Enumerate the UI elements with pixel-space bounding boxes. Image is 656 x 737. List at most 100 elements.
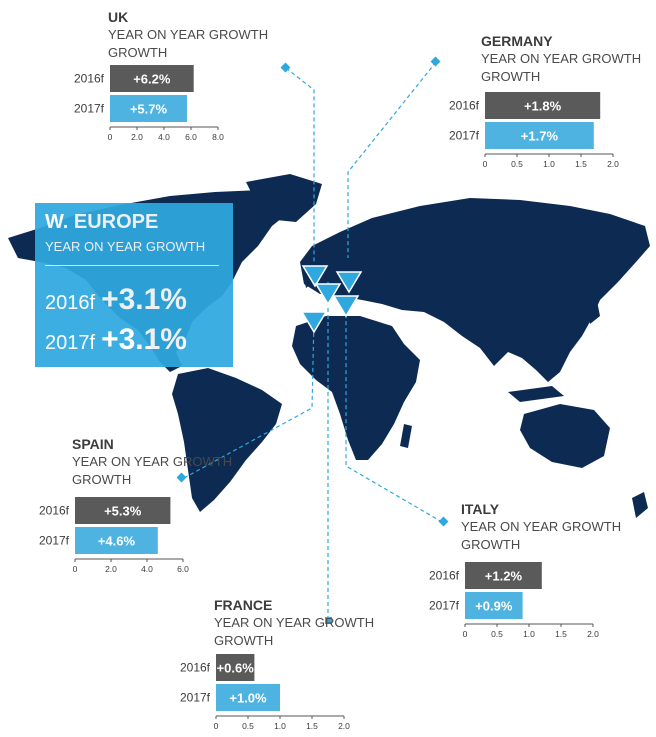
bar xyxy=(75,527,158,554)
chart-title: FRANCE xyxy=(214,597,273,613)
x-tick-label: 1.0 xyxy=(543,159,555,169)
x-tick-label: 0 xyxy=(463,629,468,639)
bar-category-label: 2017f xyxy=(429,599,460,613)
bar xyxy=(216,684,280,711)
dot-germany xyxy=(430,56,441,67)
marker-italy xyxy=(332,295,360,318)
leader-lines xyxy=(183,61,443,620)
marker-spain xyxy=(300,311,328,334)
chart-subtitle-2: GROWTH xyxy=(108,45,168,60)
dot-uk xyxy=(280,62,291,73)
summary-row-2017: 2017f +3.1% xyxy=(45,323,187,357)
x-tick-label: 1.5 xyxy=(555,629,567,639)
x-tick-label: 2.0 xyxy=(338,721,350,731)
chart-subtitle: YEAR ON YEAR GROWTH xyxy=(461,519,622,534)
bar-category-label: 2016f xyxy=(449,99,480,113)
summary-title: W. EUROPE xyxy=(45,211,159,233)
france-title-block: FRANCE YEAR ON YEAR GROWTH GROWTH xyxy=(214,596,374,650)
bar-value-label: +1.8% xyxy=(524,99,562,114)
chart-subtitle: YEAR ON YEAR GROWTH xyxy=(72,454,233,469)
chart-title: SPAIN xyxy=(72,436,114,452)
x-tick-label: 0 xyxy=(73,564,78,574)
bar xyxy=(485,122,594,149)
uk-growth-chart: 2016f +6.2% 2017f +5.7% 0 2.0 4.0 6.0 8.0 xyxy=(74,65,224,142)
chart-subtitle-2: GROWTH xyxy=(461,537,521,552)
island-japan xyxy=(586,296,600,324)
bar xyxy=(485,92,601,119)
spain-title-block: SPAIN YEAR ON YEAR GROWTH GROWTH xyxy=(72,435,232,489)
bar-category-label: 2017f xyxy=(39,534,70,548)
marker-uk xyxy=(301,265,329,288)
summary-value: +3.1% xyxy=(101,323,187,356)
x-tick-label: 2.0 xyxy=(607,159,619,169)
summary-subtitle: YEAR ON YEAR GROWTH xyxy=(45,239,206,254)
bar-category-label: 2017f xyxy=(180,691,211,705)
summary-divider xyxy=(45,265,219,266)
chart-subtitle-2: GROWTH xyxy=(214,633,274,648)
x-tick-label: 1.5 xyxy=(306,721,318,731)
x-tick-label: 2.0 xyxy=(131,132,143,142)
bar xyxy=(75,497,171,524)
spain-growth-chart: 2016f +5.3% 2017f +4.6% 0 2.0 4.0 6.0 xyxy=(39,497,189,574)
x-tick-label: 4.0 xyxy=(158,132,170,142)
bar-value-label: +0.9% xyxy=(475,599,513,614)
chart-title: ITALY xyxy=(461,501,500,517)
summary-value: +3.1% xyxy=(101,283,187,316)
x-tick-label: 6.0 xyxy=(185,132,197,142)
marker-germany xyxy=(335,271,363,294)
bar-category-label: 2017f xyxy=(449,129,480,143)
italy-growth-chart: 2016f +1.2% 2017f +0.9% 0 0.5 1.0 1.5 2.0 xyxy=(429,562,599,639)
chart-title: GERMANY xyxy=(481,33,553,49)
bar-category-label: 2016f xyxy=(429,569,460,583)
marker-france xyxy=(314,283,342,306)
france-growth-chart: 2016f +0.6% 2017f +1.0% 0 0.5 1.0 1.5 2.0 xyxy=(180,654,350,731)
chart-subtitle: YEAR ON YEAR GROWTH xyxy=(108,27,269,42)
x-tick-label: 4.0 xyxy=(141,564,153,574)
continent-africa xyxy=(292,316,420,460)
bar xyxy=(216,654,255,681)
bar xyxy=(110,95,187,122)
bar xyxy=(465,562,542,589)
bar-value-label: +4.6% xyxy=(98,534,136,549)
island-madagascar xyxy=(400,424,412,448)
chart-subtitle-2: GROWTH xyxy=(481,69,541,84)
x-tick-label: 1.5 xyxy=(575,159,587,169)
leader-uk xyxy=(285,67,315,262)
dot-france xyxy=(325,617,332,624)
dot-italy xyxy=(438,516,449,527)
bar-value-label: +6.2% xyxy=(133,72,171,87)
x-tick-label: 2.0 xyxy=(587,629,599,639)
continent-greenland xyxy=(246,174,322,222)
x-tick-label: 2.0 xyxy=(105,564,117,574)
uk-title-block: UK YEAR ON YEAR GROWTH GROWTH xyxy=(108,8,268,62)
bar-value-label: +5.7% xyxy=(130,102,168,117)
country-markers xyxy=(300,265,363,334)
chart-subtitle-2: GROWTH xyxy=(72,472,132,487)
germany-title-block: GERMANY YEAR ON YEAR GROWTH GROWTH xyxy=(481,32,641,86)
continent-eurasia xyxy=(300,198,650,382)
bar-value-label: +1.7% xyxy=(521,129,559,144)
x-tick-label: 0.5 xyxy=(511,159,523,169)
bar-value-label: +1.0% xyxy=(229,691,267,706)
x-tick-label: 0 xyxy=(483,159,488,169)
leader-italy xyxy=(345,300,443,523)
bar-category-label: 2016f xyxy=(180,661,211,675)
western-europe-summary: W. EUROPE YEAR ON YEAR GROWTH 2016f +3.1%… xyxy=(35,203,233,367)
chart-subtitle: YEAR ON YEAR GROWTH xyxy=(481,51,642,66)
island-indonesia xyxy=(508,386,564,402)
continent-australia xyxy=(520,404,610,468)
x-tick-label: 0.5 xyxy=(491,629,503,639)
x-tick-label: 6.0 xyxy=(177,564,189,574)
germany-growth-chart: 2016f +1.8% 2017f +1.7% 0 0.5 1.0 1.5 2.0 xyxy=(449,92,619,169)
bar-category-label: 2017f xyxy=(74,102,105,116)
x-tick-label: 1.0 xyxy=(523,629,535,639)
bar xyxy=(110,65,194,92)
bar-value-label: +0.6% xyxy=(217,661,255,676)
summary-year: 2016f xyxy=(45,292,96,314)
x-tick-label: 0 xyxy=(108,132,113,142)
x-tick-label: 0 xyxy=(214,721,219,731)
bar xyxy=(465,592,523,619)
island-new-zealand xyxy=(632,492,648,518)
chart-subtitle: YEAR ON YEAR GROWTH xyxy=(214,615,375,630)
